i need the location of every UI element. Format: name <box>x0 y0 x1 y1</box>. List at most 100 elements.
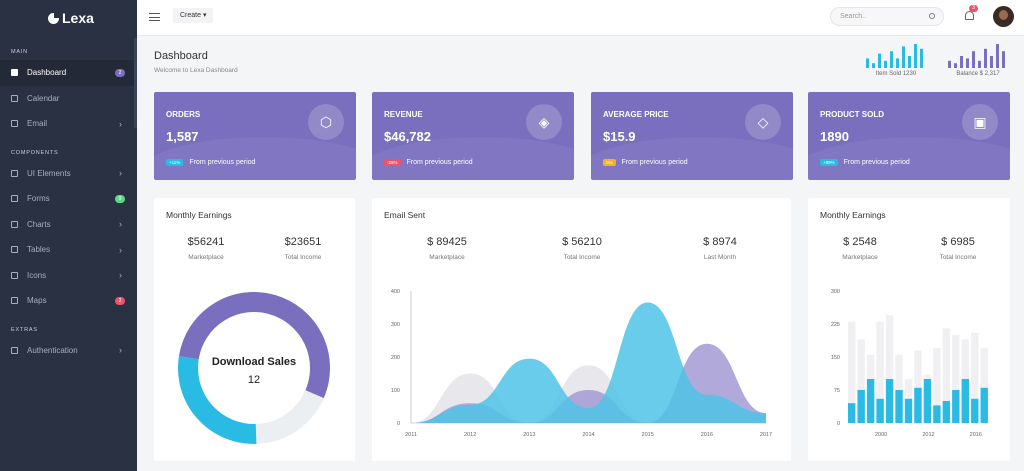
x-tick-label: 2016 <box>701 432 713 438</box>
mini-stat-balance: Balance $ 2,317 <box>948 44 1008 77</box>
search-input[interactable]: Search.. <box>830 7 944 26</box>
bar-background <box>857 339 865 423</box>
bar <box>895 390 903 423</box>
sidebar-item-tables[interactable]: Tables › <box>0 237 137 263</box>
mini-bar <box>984 48 987 68</box>
menu-item-icon <box>11 246 18 254</box>
sidebar-item-label: Tables <box>27 245 51 255</box>
kpi-last-month: $ 8974 Last Month <box>685 236 755 261</box>
donut-slice <box>255 389 324 444</box>
mini-bar <box>948 60 951 68</box>
mini-bar <box>996 44 999 68</box>
stat-value: 1890 <box>820 129 849 144</box>
x-tick-label: 2013 <box>523 432 535 438</box>
chevron-right-icon: › <box>119 219 122 230</box>
bar-background <box>971 332 979 423</box>
bar-background <box>980 348 988 423</box>
mini-stat-items: Item Sold 1230 <box>866 44 926 77</box>
menu-item-icon <box>11 297 18 305</box>
mini-bar <box>908 56 911 68</box>
stat-change: +89% From previous period <box>820 159 910 166</box>
mini-bar <box>1002 51 1005 68</box>
bar-background <box>848 321 856 423</box>
stat-change: 0% From previous period <box>603 159 688 166</box>
sidebar-item-calendar[interactable]: Calendar <box>0 86 137 112</box>
create-dropdown[interactable]: Create ▾ <box>173 8 214 23</box>
logo[interactable]: Lexa <box>0 0 137 36</box>
kpi-label: Marketplace <box>429 254 465 261</box>
search-icon[interactable] <box>929 13 935 19</box>
bell-icon[interactable] <box>965 11 974 20</box>
kpi-label: Last Month <box>703 254 737 261</box>
chevron-right-icon: › <box>119 270 122 281</box>
kpi-value: $ 6985 <box>941 236 975 248</box>
y-tick-label: 0 <box>397 421 400 427</box>
sidebar-item-forms[interactable]: Forms 9 <box>0 186 137 212</box>
x-tick-label: 2014 <box>582 432 594 438</box>
create-label: Create <box>180 12 202 19</box>
bar-background <box>885 315 894 423</box>
sidebar-section-title: EXTRAS <box>11 326 38 333</box>
stat-card-average-price: AVERAGE PRICE $15.9 0% From previous peri… <box>591 92 793 180</box>
kpi-label: Total Income <box>563 254 601 261</box>
sidebar-item-label: Calendar <box>27 93 60 103</box>
download-sales-donut: Download Sales 12 <box>178 292 330 444</box>
change-badge: -29% <box>384 159 401 166</box>
kpi-value: $ 89425 <box>427 236 467 248</box>
kpi-total-income: $ 6985 Total Income <box>926 236 990 261</box>
avatar[interactable] <box>993 6 1014 27</box>
card-title: Monthly Earnings <box>820 210 886 220</box>
donut-slice <box>178 292 330 399</box>
stat-card-product-sold: PRODUCT SOLD 1890 +89% From previous peri… <box>808 92 1010 180</box>
x-tick-label: 2012 <box>464 432 476 438</box>
sidebar-item-email[interactable]: Email › <box>0 111 137 137</box>
sidebar-badge: 9 <box>115 194 125 203</box>
logo-text: Lexa <box>62 10 94 26</box>
kpi-total-income: $ 56210 Total Income <box>547 236 617 261</box>
chevron-right-icon: › <box>119 244 122 255</box>
kpi-value: $ 2548 <box>843 236 877 248</box>
sidebar-item-authentication[interactable]: Authentication › <box>0 338 137 364</box>
kpi-label: Total Income <box>939 254 977 261</box>
mini-bar <box>902 46 905 68</box>
sidebar-item-label: Dashboard <box>27 68 67 78</box>
y-tick-label: 200 <box>391 355 400 361</box>
sidebar-item-maps[interactable]: Maps 2 <box>0 288 137 314</box>
stat-title: PRODUCT SOLD <box>820 110 884 119</box>
x-tick-label: 2011 <box>405 432 417 438</box>
menu-item-icon <box>11 195 18 203</box>
monthly-earnings-bar-chart: 0 75 150 225 300 2000 2012 2016 <box>831 289 988 438</box>
stat-card-orders: ORDERS 1,587 +11% From previous period ⬡ <box>154 92 356 180</box>
sidebar-scrollbar[interactable] <box>134 38 137 128</box>
bar <box>914 387 922 423</box>
change-badge: 0% <box>603 159 616 166</box>
chevron-right-icon: › <box>119 118 122 129</box>
sidebar-item-charts[interactable]: Charts › <box>0 212 137 238</box>
bar <box>952 390 960 423</box>
bar <box>933 405 941 423</box>
x-tick-label: 2000 <box>875 432 887 438</box>
page-title: Dashboard <box>154 50 208 62</box>
menu-toggle-icon[interactable] <box>149 13 160 21</box>
bar <box>923 379 932 423</box>
sidebar-badge: 2 <box>115 68 125 77</box>
bar <box>980 387 988 423</box>
x-tick-label: 2016 <box>970 432 982 438</box>
sidebar-item-dashboard[interactable]: Dashboard 2 <box>0 60 137 86</box>
y-tick-label: 300 <box>391 322 400 328</box>
y-tick-label: 225 <box>831 322 840 328</box>
kpi-value: $ 56210 <box>562 236 602 248</box>
email-sent-area-chart: 0 100 200 300 400 2011 2012 2013 2014 2015 2016 201… <box>391 289 772 438</box>
stat-title: REVENUE <box>384 110 423 119</box>
stat-change: -29% From previous period <box>384 159 473 166</box>
mini-bar <box>896 58 899 68</box>
donut-slice <box>178 356 257 444</box>
sidebar-section-title: MAIN <box>11 49 28 55</box>
donut-center-label: Download Sales <box>212 356 296 368</box>
sidebar-item-ui-elements[interactable]: UI Elements › <box>0 161 137 187</box>
stat-change: +11% From previous period <box>166 159 255 166</box>
kpi-total-income: $23651 Total Income <box>270 236 336 261</box>
sidebar-item-icons[interactable]: Icons › <box>0 263 137 289</box>
kpi-label: Total Income <box>284 254 322 261</box>
donut-center-value: 12 <box>248 374 260 386</box>
